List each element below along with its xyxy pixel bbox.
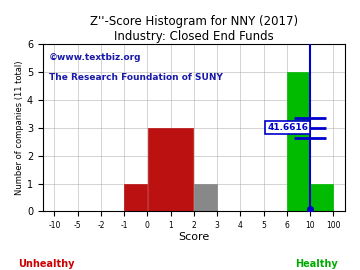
Text: Healthy: Healthy: [296, 259, 338, 269]
Title: Z''-Score Histogram for NNY (2017)
Industry: Closed End Funds: Z''-Score Histogram for NNY (2017) Indus…: [90, 15, 298, 43]
Bar: [310, 184, 333, 211]
Bar: [287, 72, 310, 211]
Text: ©www.textbiz.org: ©www.textbiz.org: [49, 53, 141, 62]
Y-axis label: Number of companies (11 total): Number of companies (11 total): [15, 60, 24, 195]
Bar: [194, 184, 217, 211]
Bar: [124, 184, 147, 211]
Bar: [148, 128, 193, 211]
Text: The Research Foundation of SUNY: The Research Foundation of SUNY: [49, 73, 223, 82]
Text: Unhealthy: Unhealthy: [19, 259, 75, 269]
Text: 41.6616: 41.6616: [267, 123, 308, 132]
X-axis label: Score: Score: [178, 231, 210, 241]
